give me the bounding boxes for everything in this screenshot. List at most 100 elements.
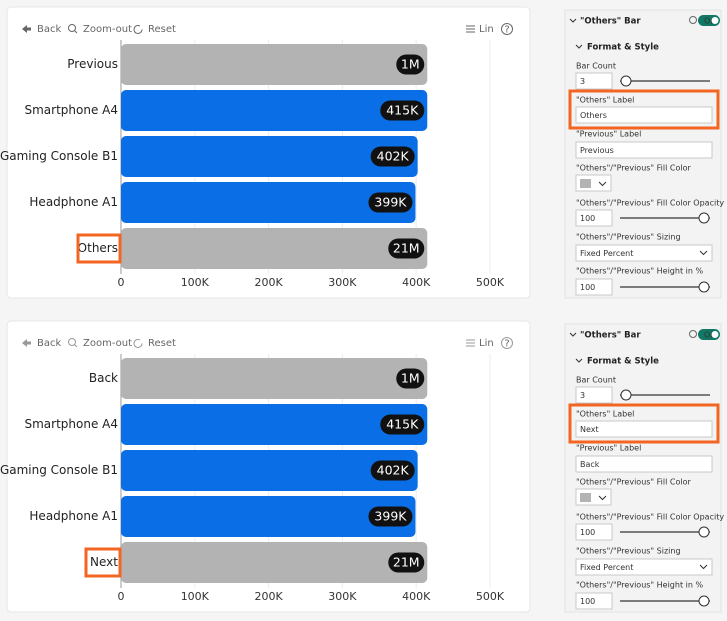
slider-thumb[interactable]	[698, 595, 710, 607]
slider-thumb[interactable]	[620, 75, 632, 87]
scale-button[interactable]: Lin	[479, 24, 494, 35]
zoom-out-button[interactable]: Zoom-out	[83, 338, 132, 349]
slider-thumb[interactable]	[620, 389, 632, 401]
slider-thumb[interactable]	[698, 281, 710, 293]
bar-count-input-value: 3	[580, 391, 585, 400]
chevron[interactable]	[569, 18, 577, 23]
toggle-knob	[711, 331, 719, 338]
sizing-dropdown[interactable]	[575, 558, 713, 576]
sizing-dropdown[interactable]	[575, 244, 713, 262]
height-input-value: 100	[580, 597, 595, 606]
value-label-bg	[396, 368, 425, 389]
value-label: 21M	[393, 241, 420, 256]
value-label-bg	[388, 238, 425, 259]
info-icon	[689, 330, 697, 338]
info-icon	[689, 16, 697, 24]
bar	[121, 542, 428, 583]
category-label: Next	[90, 555, 118, 569]
zoom-icon[interactable]	[68, 24, 76, 32]
back-button[interactable]: Back	[37, 24, 61, 35]
reset-button[interactable]: Reset	[148, 338, 176, 349]
previous-label-input[interactable]	[575, 141, 713, 159]
chevron[interactable]	[575, 358, 583, 363]
value-label-bg	[380, 414, 425, 435]
scale-button[interactable]: Lin	[479, 338, 494, 349]
opacity-input[interactable]	[575, 523, 613, 541]
zoom-out-button[interactable]: Zoom-out	[83, 24, 132, 35]
height-input-value: 100	[580, 283, 595, 292]
zoom-icon-handle[interactable]	[74, 344, 78, 348]
value-label: 399K	[374, 195, 407, 210]
dropdown-arrow	[699, 564, 708, 570]
bar-count-input[interactable]	[575, 386, 613, 404]
previous-label-input[interactable]	[575, 455, 713, 473]
x-tick-label: 200K	[254, 590, 283, 603]
zoom-icon[interactable]	[68, 338, 76, 346]
value-label: 402K	[377, 463, 410, 478]
bar-count-input[interactable]	[575, 72, 613, 90]
slider-thumb[interactable]	[698, 526, 710, 538]
value-label: 399K	[374, 509, 407, 524]
category-label: Back	[89, 371, 118, 385]
field-label: "Others"/"Previous" Sizing	[576, 547, 681, 556]
reset-icon[interactable]	[133, 338, 143, 348]
value-label-bg	[368, 506, 413, 527]
opacity-input[interactable]	[575, 209, 613, 227]
category-label: Smartphone A4	[24, 103, 118, 117]
x-tick-label: 400K	[402, 276, 431, 289]
reset-button[interactable]: Reset	[148, 24, 176, 35]
x-tick-label: 500K	[476, 590, 505, 603]
chevron[interactable]	[569, 332, 577, 337]
color-swatch	[580, 179, 591, 188]
height-input[interactable]	[575, 278, 613, 296]
opacity-input-value: 100	[580, 214, 595, 223]
back-icon[interactable]	[22, 25, 31, 33]
field-label: "Others" Label	[576, 410, 634, 419]
field-label: "Others"/"Previous" Sizing	[576, 233, 681, 242]
value-label-bg	[370, 460, 415, 481]
chevron[interactable]	[575, 44, 583, 49]
previous-label-input-value: Back	[580, 460, 600, 469]
back-icon[interactable]	[22, 339, 31, 347]
bar	[121, 136, 418, 177]
category-label: Gaming Console B1	[0, 149, 118, 163]
value-label-bg	[380, 100, 425, 121]
opacity-input-value: 100	[580, 528, 595, 537]
others-label-input[interactable]	[575, 420, 713, 438]
help-circle[interactable]	[501, 23, 513, 35]
zoom-icon-handle[interactable]	[74, 30, 78, 34]
field-label: "Others"/"Previous" Fill Color Opacity	[576, 513, 724, 522]
settings-title: "Others" Bar	[580, 331, 641, 341]
field-label: "Others"/"Previous" Fill Color	[576, 164, 691, 173]
slider-thumb[interactable]	[698, 212, 710, 224]
highlight-box	[568, 403, 720, 444]
value-label-bg	[368, 192, 413, 213]
help-circle[interactable]	[501, 337, 513, 349]
height-input[interactable]	[575, 592, 613, 610]
value-label: 21M	[393, 555, 420, 570]
dropdown-arrow	[598, 495, 607, 501]
x-tick-label: 300K	[328, 276, 357, 289]
category-label: Smartphone A4	[24, 417, 118, 431]
category-label: Headphone A1	[29, 509, 118, 523]
bar-count-input-value: 3	[580, 77, 585, 86]
sizing-dropdown-value: Fixed Percent	[580, 563, 633, 572]
others-label-input[interactable]	[575, 106, 713, 124]
value-label: 415K	[386, 103, 419, 118]
category-label: Headphone A1	[29, 195, 118, 209]
help-button[interactable]: ?	[504, 25, 509, 36]
section-title: Format & Style	[587, 43, 659, 53]
category-label: Previous	[67, 57, 118, 71]
x-tick-label: 300K	[328, 590, 357, 603]
bar	[121, 404, 428, 445]
reset-icon[interactable]	[133, 24, 143, 34]
value-label: 1M	[401, 57, 420, 72]
bar	[121, 358, 428, 399]
help-button[interactable]: ?	[504, 339, 509, 350]
x-tick-label: 100K	[181, 590, 210, 603]
others-label-input-value: Next	[580, 425, 599, 434]
bar	[121, 496, 416, 537]
bar	[121, 228, 428, 269]
back-button[interactable]: Back	[37, 338, 61, 349]
